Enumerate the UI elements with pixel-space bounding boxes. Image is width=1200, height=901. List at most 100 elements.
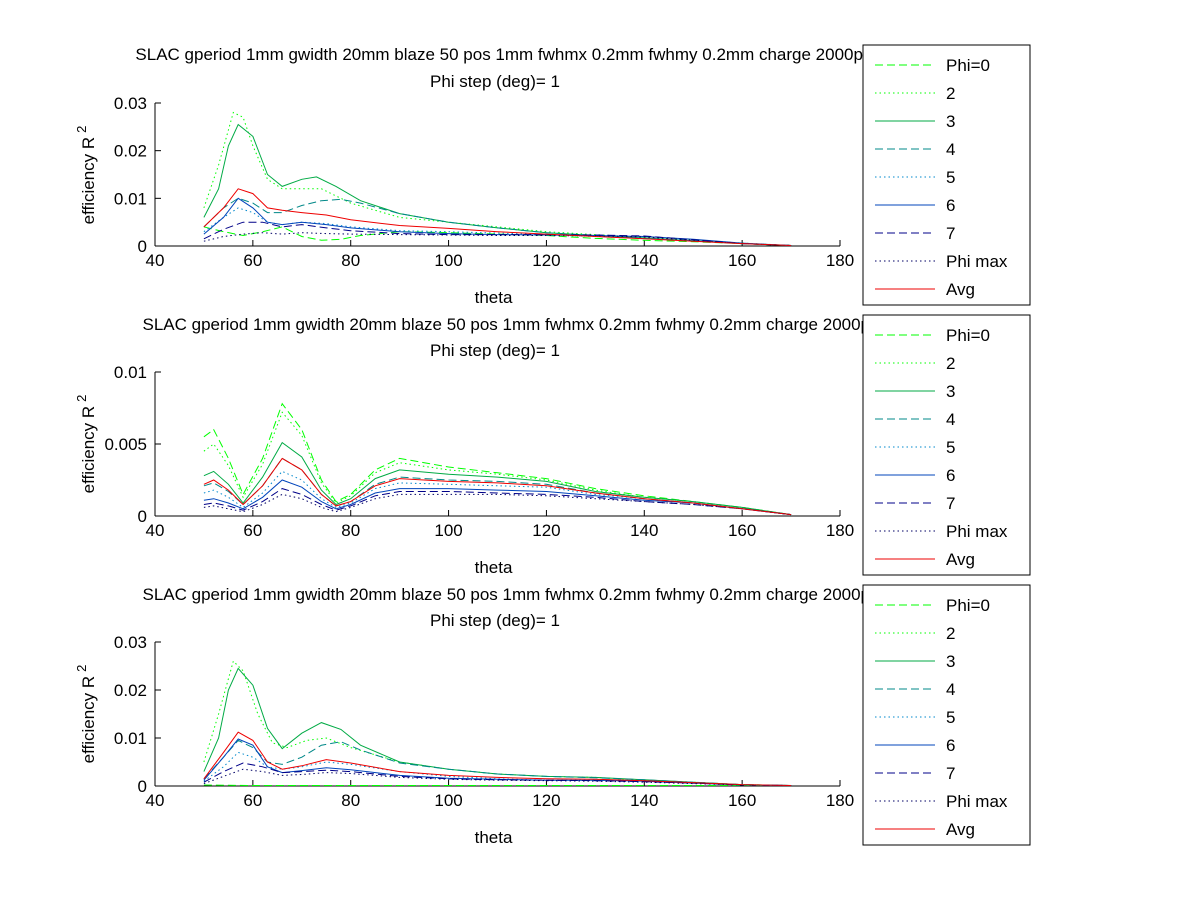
legend-label: 4 bbox=[946, 140, 955, 159]
chart-title: SLAC gperiod 1mm gwidth 20mm blaze 50 po… bbox=[135, 45, 954, 64]
x-tick-label: 80 bbox=[341, 521, 360, 540]
series-line-4 bbox=[203, 457, 792, 516]
series-line-7 bbox=[203, 488, 792, 516]
legend-label: 4 bbox=[946, 680, 955, 699]
y-tick-label: 0.03 bbox=[114, 94, 147, 113]
legend-label: 3 bbox=[946, 652, 955, 671]
chart-title: SLAC gperiod 1mm gwidth 20mm blaze 50 po… bbox=[142, 315, 947, 334]
y-tick-label: 0.01 bbox=[114, 363, 147, 382]
x-axis-label: theta bbox=[475, 288, 513, 307]
series-line-4 bbox=[203, 197, 792, 246]
chart-subtitle: Phi step (deg)= 1 bbox=[430, 72, 560, 91]
legend: Phi=0 2 3 4 5 6 7 Phi max Avg bbox=[862, 44, 1031, 306]
legend-box bbox=[862, 314, 1031, 576]
legend-label: Avg bbox=[946, 280, 975, 299]
chart-subtitle: Phi step (deg)= 1 bbox=[430, 341, 560, 360]
series-line-3 bbox=[203, 123, 792, 246]
series-line-8 bbox=[203, 768, 792, 786]
series-line-3 bbox=[203, 441, 792, 516]
x-tick-label: 100 bbox=[434, 251, 462, 270]
y-axis-label-superscript: 2 bbox=[74, 126, 89, 133]
legend-label: 5 bbox=[946, 708, 955, 727]
x-tick-label: 140 bbox=[630, 251, 658, 270]
legend-label: 6 bbox=[946, 196, 955, 215]
legend-label: 6 bbox=[946, 466, 955, 485]
x-tick-label: 100 bbox=[434, 521, 462, 540]
x-tick-label: 160 bbox=[728, 251, 756, 270]
x-axis-label: theta bbox=[475, 828, 513, 847]
series-line-2 bbox=[203, 660, 792, 786]
legend-box bbox=[862, 584, 1031, 846]
legend-label: 7 bbox=[946, 494, 955, 513]
y-axis-label: efficiency R 2 bbox=[74, 665, 98, 764]
legend-label: Avg bbox=[946, 820, 975, 839]
y-tick-label: 0.03 bbox=[114, 633, 147, 652]
legend-label: Phi max bbox=[946, 792, 1008, 811]
legend-box bbox=[862, 44, 1031, 306]
y-tick-label: 0 bbox=[138, 777, 147, 796]
x-tick-label: 160 bbox=[728, 521, 756, 540]
legend-label: 5 bbox=[946, 168, 955, 187]
chart-subtitle: Phi step (deg)= 1 bbox=[430, 611, 560, 630]
legend-label: 3 bbox=[946, 382, 955, 401]
series-line-1 bbox=[203, 784, 792, 786]
x-tick-label: 120 bbox=[532, 251, 560, 270]
x-tick-label: 40 bbox=[146, 791, 165, 810]
x-tick-label: 100 bbox=[434, 791, 462, 810]
y-tick-label: 0.02 bbox=[114, 142, 147, 161]
x-tick-label: 60 bbox=[243, 791, 262, 810]
series-line-1 bbox=[203, 226, 792, 246]
series-line-9 bbox=[203, 731, 792, 786]
legend: Phi=0 2 3 4 5 6 7 Phi max Avg bbox=[862, 584, 1031, 846]
series-line-9 bbox=[203, 457, 792, 516]
legend-label: Phi max bbox=[946, 522, 1008, 541]
series-line-2 bbox=[203, 411, 792, 516]
series-line-8 bbox=[203, 493, 792, 516]
legend-label: 3 bbox=[946, 112, 955, 131]
legend-label: Phi=0 bbox=[946, 596, 990, 615]
chart-panel-2: SLAC gperiod 1mm gwidth 20mm blaze 50 po… bbox=[74, 314, 1031, 577]
x-tick-label: 80 bbox=[341, 791, 360, 810]
legend-label: Phi=0 bbox=[946, 326, 990, 345]
series-line-6 bbox=[203, 479, 792, 516]
series-line-6 bbox=[203, 197, 792, 246]
series-line-4 bbox=[203, 739, 792, 786]
legend-label: 2 bbox=[946, 354, 955, 373]
legend-label: 7 bbox=[946, 764, 955, 783]
x-tick-label: 120 bbox=[532, 521, 560, 540]
y-tick-label: 0.02 bbox=[114, 681, 147, 700]
y-axis-label: efficiency R 2 bbox=[74, 126, 98, 225]
x-tick-label: 60 bbox=[243, 521, 262, 540]
series-line-3 bbox=[203, 667, 792, 786]
legend-label: Phi max bbox=[946, 252, 1008, 271]
legend-label: 5 bbox=[946, 438, 955, 457]
legend-label: Avg bbox=[946, 550, 975, 569]
x-tick-label: 120 bbox=[532, 791, 560, 810]
y-axis-label: efficiency R 2 bbox=[74, 395, 98, 494]
x-tick-label: 180 bbox=[826, 791, 854, 810]
y-tick-label: 0.005 bbox=[104, 435, 147, 454]
x-tick-label: 180 bbox=[826, 251, 854, 270]
series-line-7 bbox=[203, 221, 792, 246]
x-tick-label: 180 bbox=[826, 521, 854, 540]
series-line-5 bbox=[203, 207, 792, 246]
legend-label: 2 bbox=[946, 84, 955, 103]
y-axis-label-superscript: 2 bbox=[74, 665, 89, 672]
y-axis-label-text: efficiency R bbox=[79, 137, 98, 225]
x-tick-label: 140 bbox=[630, 791, 658, 810]
legend-label: 6 bbox=[946, 736, 955, 755]
x-axis-label: theta bbox=[475, 558, 513, 577]
legend-label: 7 bbox=[946, 224, 955, 243]
x-tick-label: 140 bbox=[630, 521, 658, 540]
y-tick-label: 0 bbox=[138, 507, 147, 526]
series-line-9 bbox=[203, 188, 792, 246]
x-tick-label: 60 bbox=[243, 251, 262, 270]
x-tick-label: 40 bbox=[146, 521, 165, 540]
y-tick-label: 0.01 bbox=[114, 189, 147, 208]
x-tick-label: 40 bbox=[146, 251, 165, 270]
series-line-2 bbox=[203, 111, 792, 246]
y-axis-label-text: efficiency R bbox=[79, 406, 98, 494]
y-axis-label-text: efficiency R bbox=[79, 676, 98, 764]
legend-label: 4 bbox=[946, 410, 955, 429]
